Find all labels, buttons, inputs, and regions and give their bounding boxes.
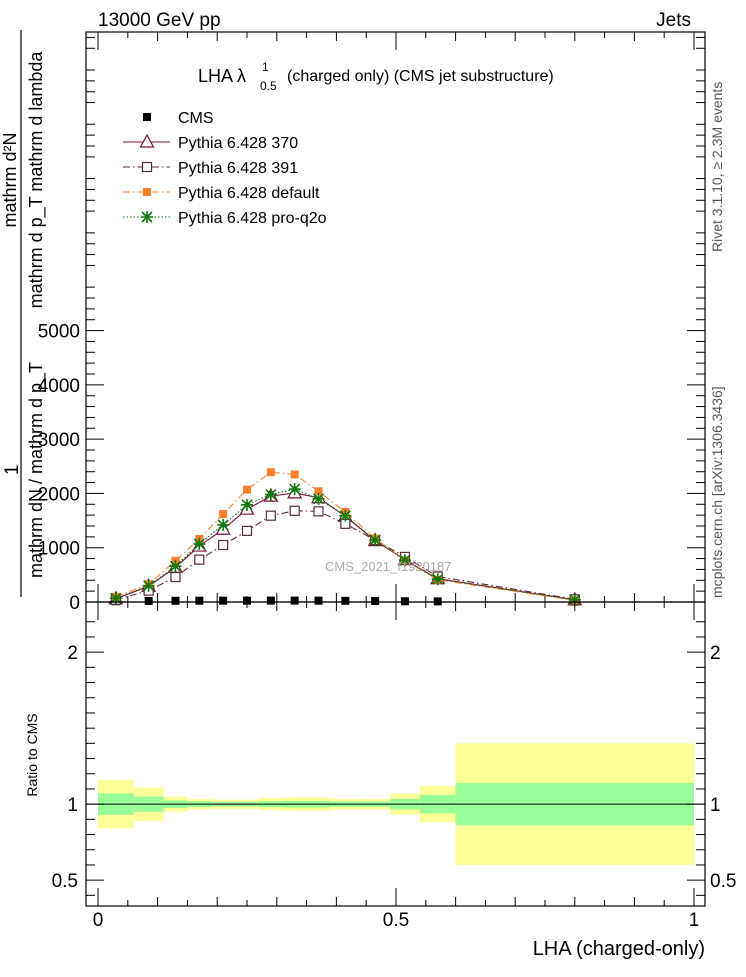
legend-entry: Pythia 6.428 391 <box>123 160 298 177</box>
legend-label: Pythia 6.428 391 <box>178 160 298 177</box>
chart-title-sup: 1 <box>262 60 269 74</box>
data-point <box>193 537 206 550</box>
ratio-ytick-label: 1 <box>67 795 78 816</box>
legend-marker <box>143 113 151 121</box>
data-point <box>266 596 275 605</box>
legend-entry: CMS <box>143 110 214 127</box>
ratio-panel: 0.5 0.5 1 1 2 2 0 0.5 1 <box>52 601 736 931</box>
legend-marker <box>141 161 153 173</box>
data-point <box>288 483 301 496</box>
main-ylabel-num1: 1 <box>2 465 23 476</box>
ratio-ytick-label-right: 2 <box>710 643 721 664</box>
data-point <box>218 539 229 551</box>
ratio-ytick-label-right: 0.5 <box>710 871 736 892</box>
data-point <box>243 485 251 494</box>
data-point <box>219 510 228 519</box>
legend-label: Pythia 6.428 370 <box>178 135 298 152</box>
data-point <box>170 571 181 583</box>
header-jets-label: Jets <box>656 10 691 31</box>
data-point <box>241 525 253 536</box>
data-point <box>241 498 253 511</box>
data-point <box>431 573 444 586</box>
ratio-panel-frame <box>85 601 706 907</box>
data-point <box>371 596 380 605</box>
series-pythia-6-428-370 <box>108 484 583 606</box>
main-ytick-label: 5000 <box>38 322 80 343</box>
chart-title: LHA λ 1 0.5 (charged only) (CMS jet subs… <box>198 60 554 93</box>
main-ytick-label: 0 <box>69 593 80 614</box>
data-point <box>369 534 382 547</box>
data-point <box>289 505 300 516</box>
ratio-ylabel: Ratio to CMS <box>24 713 40 796</box>
data-point <box>265 510 276 521</box>
ratio-ytick-label: 0.5 <box>52 871 78 892</box>
main-ytick-label: 1000 <box>38 539 80 560</box>
data-point <box>312 492 325 505</box>
main-ylabel: 1 mathrm dN / mathrm d p_T mathrm d²N ma… <box>0 30 47 597</box>
legend-entry: Pythia 6.428 pro-q2o <box>123 210 327 227</box>
legend-entry: Pythia 6.428 370 <box>123 133 298 152</box>
main-ytick-label: 4000 <box>38 376 80 397</box>
legend-label: Pythia 6.428 default <box>178 185 320 202</box>
legend-entry: Pythia 6.428 default <box>123 185 320 202</box>
chart-title-lead: LHA λ <box>198 66 246 86</box>
chart-title-sub: 0.5 <box>260 79 277 93</box>
data-point <box>398 554 411 567</box>
chart-title-tail: (charged only) (CMS jet substructure) <box>287 68 554 85</box>
data-point <box>568 593 581 606</box>
data-point <box>219 596 228 605</box>
main-panel: 0 1000 2000 3000 4000 5000 CMS Pythia 6.428 37… <box>38 31 706 614</box>
legend-marker <box>139 133 155 148</box>
legend-label: CMS <box>178 110 214 127</box>
series-pythia-6-428-pro-q2o <box>109 483 581 606</box>
data-point <box>314 487 323 496</box>
legend-label: Pythia 6.428 pro-q2o <box>178 210 327 227</box>
data-point <box>264 488 277 501</box>
data-point <box>400 597 409 606</box>
ratio-ytick-label: 2 <box>67 643 78 664</box>
legend-marker <box>141 211 153 223</box>
series-line <box>115 488 575 601</box>
data-point <box>341 596 350 605</box>
rivet-version-label: Rivet 3.1.10, ≥ 2.3M events <box>709 82 725 252</box>
data-point <box>339 509 352 522</box>
data-point <box>171 596 180 605</box>
ratio-axis-ticks: 0.5 0.5 1 1 2 2 0 0.5 1 <box>52 602 736 931</box>
xtick-label: 1 <box>689 910 700 931</box>
data-point <box>243 596 251 605</box>
data-point <box>313 506 324 517</box>
data-point <box>266 468 275 477</box>
legend: CMS Pythia 6.428 370 Pythia 6.428 391 Pythi… <box>123 110 327 227</box>
main-ytick-label: 2000 <box>38 484 80 505</box>
data-point <box>144 596 153 605</box>
data-point <box>195 596 204 605</box>
data-point <box>142 579 155 592</box>
main-series-layer <box>108 468 583 606</box>
ratio-ytick-label-right: 1 <box>710 795 721 816</box>
series-pythia-6-428-default <box>111 468 579 605</box>
legend-marker <box>143 188 151 196</box>
xtick-label: 0.5 <box>383 910 409 931</box>
main-ylabel-den1: mathrm dN / mathrm d p_T <box>26 362 47 578</box>
data-point <box>217 518 230 531</box>
main-ylabel-den2: mathrm d p_T mathrm d lambda <box>26 51 47 309</box>
data-point <box>109 592 122 605</box>
mcplots-label: mcplots.cern.ch [arXiv:1306.3436] <box>709 386 725 598</box>
xtick-label: 0 <box>93 910 104 931</box>
x-axis-label: LHA (charged-only) <box>533 938 705 960</box>
data-point <box>314 596 323 605</box>
data-point <box>194 554 205 565</box>
series-line <box>115 471 575 601</box>
data-point <box>290 596 299 605</box>
main-ylabel-num2: mathrm d²N <box>0 132 20 227</box>
analysis-watermark: CMS_2021_I1920187 <box>325 559 452 574</box>
main-axis-ticks: 0 1000 2000 3000 4000 5000 <box>38 32 705 614</box>
main-ytick-label: 3000 <box>38 430 80 451</box>
series-cms <box>111 596 579 606</box>
data-point <box>169 560 182 573</box>
data-point <box>290 470 299 479</box>
header-energy-label: 13000 GeV pp <box>98 10 221 31</box>
